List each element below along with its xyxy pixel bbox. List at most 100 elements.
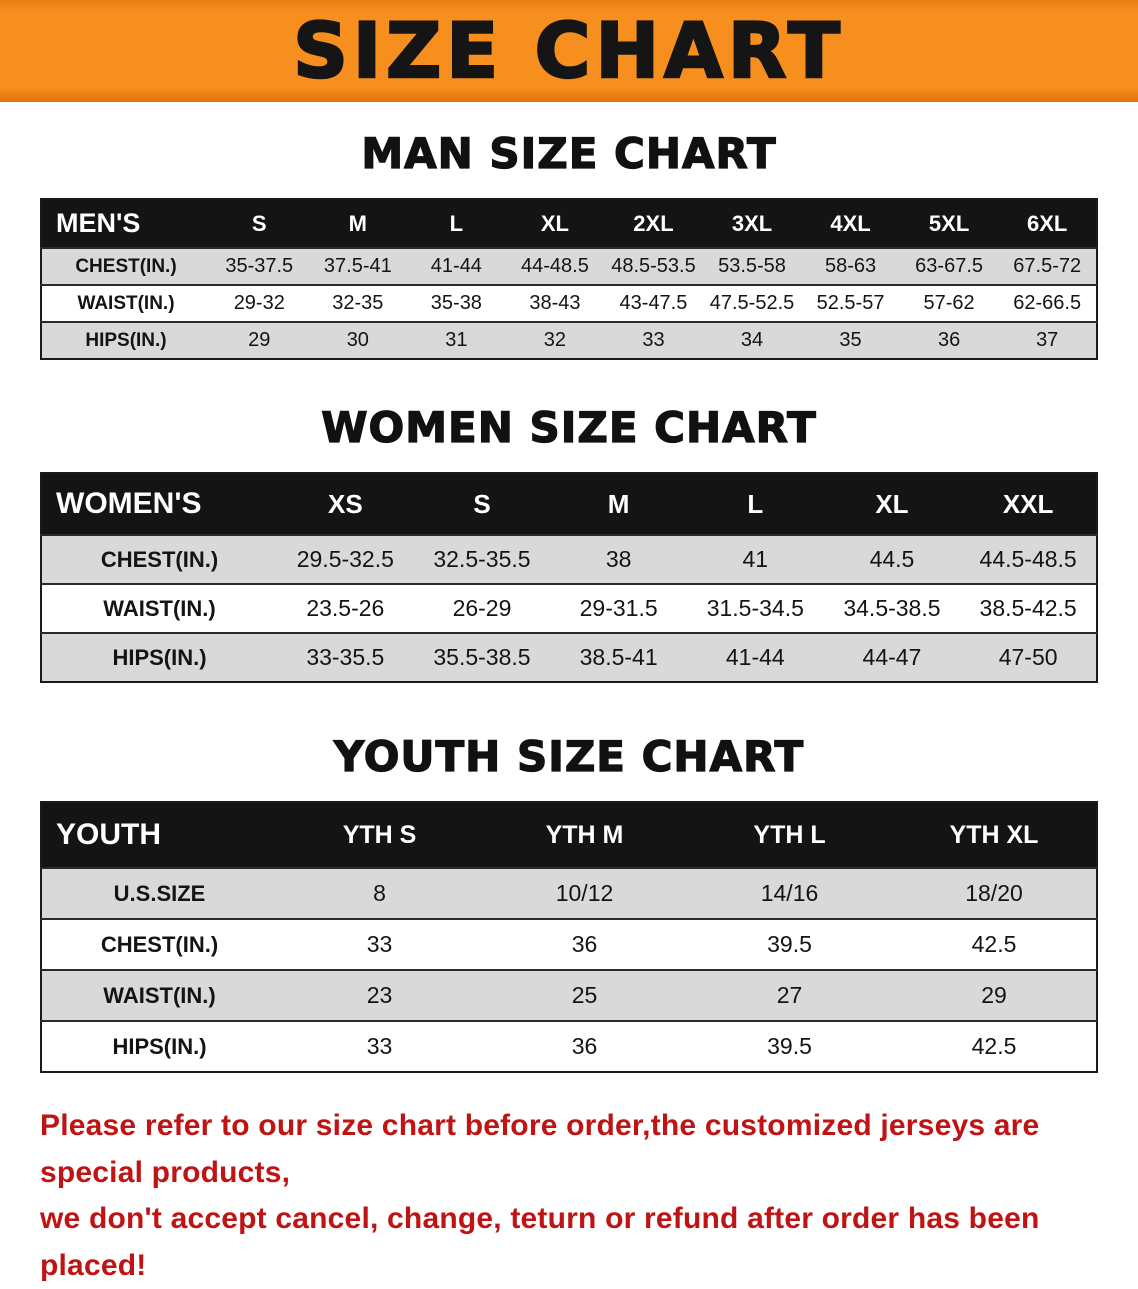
table-row: CHEST(IN.) 33 36 39.5 42.5 <box>41 918 1097 971</box>
value-cell: 10/12 <box>482 867 687 920</box>
value-cell: 41-44 <box>686 632 824 683</box>
value-cell: 44.5 <box>823 534 961 585</box>
value-cell: 8 <box>277 867 482 920</box>
row-label-cell: WAIST(IN.) <box>41 583 277 634</box>
table-row: WAIST(IN.) 29-32 32-35 35-38 38-43 43-47.5 47.… <box>41 284 1097 323</box>
value-cell: 32 <box>505 321 605 360</box>
value-cell: 38-43 <box>505 284 605 323</box>
value-cell: 33-35.5 <box>277 632 414 683</box>
header-row: MEN'S S M L XL 2XL 3XL 4XL 5XL 6XL <box>41 199 1097 249</box>
value-cell: 33 <box>604 321 703 360</box>
row-label-cell: HIPS(IN.) <box>41 1020 277 1073</box>
value-cell: 37.5-41 <box>308 247 408 286</box>
size-header-cell: XL <box>823 473 961 536</box>
value-cell: 42.5 <box>892 1020 1097 1073</box>
value-cell: 47-50 <box>960 632 1097 683</box>
value-cell: 38 <box>550 534 687 585</box>
men-section: MAN SIZE CHART MEN'S S M L XL 2XL 3XL 4XL 5XL 6XL… <box>0 102 1138 361</box>
value-cell: 44.5-48.5 <box>960 534 1097 585</box>
disclaimer-text: Please refer to our size chart before or… <box>40 1103 1102 1289</box>
size-header-cell: XL <box>505 199 605 249</box>
value-cell: 33 <box>277 1020 482 1073</box>
value-cell: 30 <box>308 321 408 360</box>
value-cell: 29 <box>892 969 1097 1022</box>
youth-size-chart-heading: YOUTH SIZE CHART <box>333 732 805 782</box>
size-header-cell: 4XL <box>801 199 900 249</box>
row-label-cell: WAIST(IN.) <box>41 284 210 323</box>
value-cell: 32-35 <box>308 284 408 323</box>
youth-section: YOUTH SIZE CHART YOUTH YTH S YTH M YTH L YTH… <box>0 732 1138 1074</box>
value-cell: 35-38 <box>407 284 506 323</box>
value-cell: 29-32 <box>210 284 309 323</box>
size-header-cell: M <box>308 199 408 249</box>
value-cell: 38.5-41 <box>550 632 687 683</box>
value-cell: 34 <box>702 321 802 360</box>
size-header-cell: YTH M <box>482 802 687 869</box>
header-row: WOMEN'S XS S M L XL XXL <box>41 473 1097 536</box>
size-chart-banner: SIZE CHART <box>0 0 1138 102</box>
row-label-cell: CHEST(IN.) <box>41 534 277 585</box>
table-title-cell: MEN'S <box>41 199 210 249</box>
value-cell: 18/20 <box>892 867 1097 920</box>
value-cell: 41-44 <box>407 247 506 286</box>
value-cell: 34.5-38.5 <box>823 583 961 634</box>
value-cell: 38.5-42.5 <box>960 583 1097 634</box>
table-title-cell: WOMEN'S <box>41 473 277 536</box>
row-label-cell: CHEST(IN.) <box>41 247 210 286</box>
value-cell: 41 <box>686 534 824 585</box>
youth-size-table: YOUTH YTH S YTH M YTH L YTH XL U.S.SIZE 8 10/12… <box>40 801 1098 1074</box>
value-cell: 39.5 <box>687 1020 892 1073</box>
size-header-cell: S <box>413 473 551 536</box>
size-chart-title: SIZE CHART <box>292 6 845 95</box>
row-label-cell: HIPS(IN.) <box>41 321 210 360</box>
value-cell: 43-47.5 <box>604 284 703 323</box>
size-header-cell: YTH S <box>277 802 482 869</box>
women-size-table: WOMEN'S XS S M L XL XXL CHEST(IN.) 29.5-32.5 32.5… <box>40 472 1098 684</box>
size-header-cell: M <box>550 473 687 536</box>
women-size-chart-heading: WOMEN SIZE CHART <box>321 403 817 453</box>
value-cell: 62-66.5 <box>998 284 1097 323</box>
value-cell: 14/16 <box>687 867 892 920</box>
header-row: YOUTH YTH S YTH M YTH L YTH XL <box>41 802 1097 869</box>
size-header-cell: L <box>686 473 824 536</box>
value-cell: 29-31.5 <box>550 583 687 634</box>
table-row: WAIST(IN.) 23.5-26 26-29 29-31.5 31.5-34.5 34… <box>41 583 1097 634</box>
value-cell: 25 <box>482 969 687 1022</box>
value-cell: 36 <box>482 1020 687 1073</box>
row-label-cell: WAIST(IN.) <box>41 969 277 1022</box>
value-cell: 57-62 <box>899 284 999 323</box>
disclaimer-line-1: Please refer to our size chart before or… <box>40 1109 1040 1189</box>
value-cell: 31 <box>407 321 506 360</box>
value-cell: 67.5-72 <box>998 247 1097 286</box>
size-header-cell: XXL <box>960 473 1097 536</box>
value-cell: 44-48.5 <box>505 247 605 286</box>
size-header-cell: 5XL <box>899 199 999 249</box>
table-row: WAIST(IN.) 23 25 27 29 <box>41 969 1097 1022</box>
value-cell: 23.5-26 <box>277 583 414 634</box>
man-size-chart-heading: MAN SIZE CHART <box>361 129 777 178</box>
value-cell: 35 <box>801 321 900 360</box>
value-cell: 44-47 <box>823 632 961 683</box>
value-cell: 23 <box>277 969 482 1022</box>
value-cell: 26-29 <box>413 583 551 634</box>
table-row: HIPS(IN.) 29 30 31 32 33 34 35 36 37 <box>41 321 1097 360</box>
value-cell: 35.5-38.5 <box>413 632 551 683</box>
table-title-cell: YOUTH <box>41 802 277 869</box>
women-section: WOMEN SIZE CHART WOMEN'S XS S M L XL XXL CHEST(… <box>0 403 1138 684</box>
row-label-cell: HIPS(IN.) <box>41 632 277 683</box>
value-cell: 33 <box>277 918 482 971</box>
size-header-cell: 2XL <box>604 199 703 249</box>
value-cell: 31.5-34.5 <box>686 583 824 634</box>
value-cell: 58-63 <box>801 247 900 286</box>
value-cell: 39.5 <box>687 918 892 971</box>
value-cell: 47.5-52.5 <box>702 284 802 323</box>
value-cell: 35-37.5 <box>210 247 309 286</box>
size-header-cell: YTH L <box>687 802 892 869</box>
table-row: HIPS(IN.) 33 36 39.5 42.5 <box>41 1020 1097 1073</box>
value-cell: 29.5-32.5 <box>277 534 414 585</box>
value-cell: 52.5-57 <box>801 284 900 323</box>
table-row: CHEST(IN.) 29.5-32.5 32.5-35.5 38 41 44.5 44.5… <box>41 534 1097 585</box>
row-label-cell: U.S.SIZE <box>41 867 277 920</box>
value-cell: 37 <box>998 321 1097 360</box>
disclaimer-line-2: we don't accept cancel, change, teturn o… <box>40 1202 1040 1282</box>
